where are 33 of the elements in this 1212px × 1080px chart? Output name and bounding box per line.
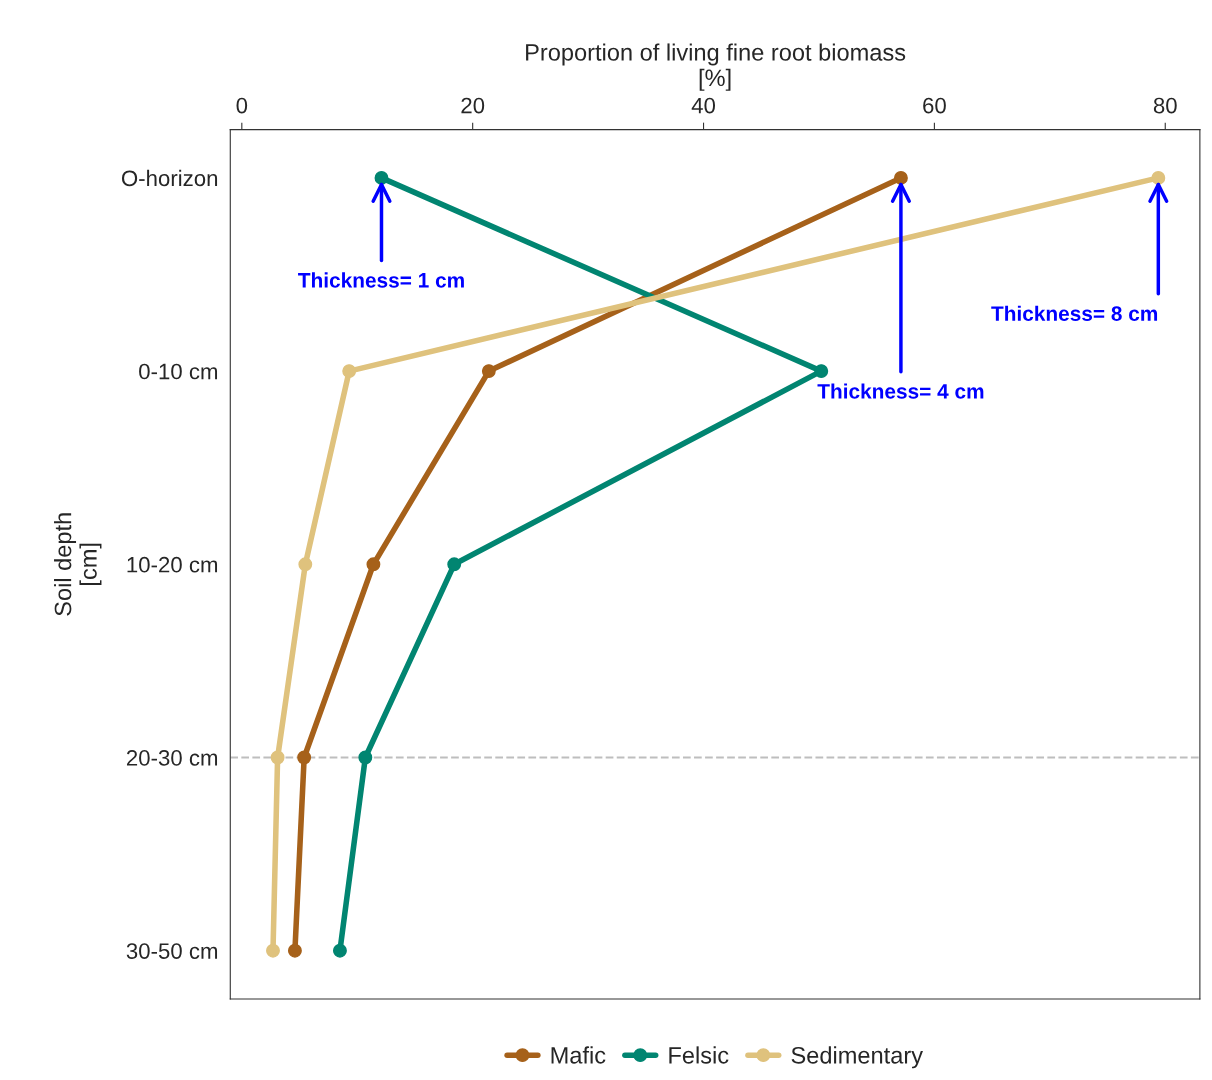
- point: [814, 364, 829, 379]
- point: [358, 750, 373, 765]
- y-tick-label: 10-20 cm: [127, 556, 218, 573]
- x-tick-label: 20: [461, 97, 485, 114]
- x-axis-title: Proportion of living fine root biomass [%]: [526, 43, 906, 91]
- point: [1151, 170, 1166, 185]
- legend-label: Mafic: [551, 1046, 606, 1064]
- point: [298, 557, 313, 572]
- x-tick-label: 0: [236, 97, 248, 114]
- point: [332, 943, 347, 958]
- point: [266, 943, 280, 958]
- x-tick-label: 80: [1153, 97, 1177, 114]
- point: [270, 750, 285, 765]
- point: [481, 364, 496, 379]
- annotation: Thickness= 8 cm: [991, 305, 1158, 321]
- legend-label: Sedimentary: [791, 1046, 923, 1069]
- point: [342, 364, 357, 379]
- annotation: Thickness= 1 cm: [298, 272, 464, 288]
- y-tick-label: 20-30 cm: [126, 750, 218, 766]
- y-axis-title: Soil depth [cm]: [54, 513, 102, 616]
- point: [297, 750, 312, 765]
- x-tick-label: 40: [691, 97, 716, 114]
- point: [366, 557, 381, 572]
- point: [374, 170, 389, 185]
- annotation: Thickness= 4 cm: [817, 383, 984, 399]
- point: [287, 943, 302, 958]
- y-tick-label: O-horizon: [121, 169, 218, 187]
- legend-label: Felsic: [669, 1046, 729, 1064]
- point: [447, 557, 462, 572]
- x-tick-label: 60: [923, 97, 946, 114]
- y-tick-label: 30-50 cm: [126, 943, 218, 959]
- point: [893, 170, 908, 185]
- y-tick-label: 0-10 cm: [139, 363, 218, 380]
